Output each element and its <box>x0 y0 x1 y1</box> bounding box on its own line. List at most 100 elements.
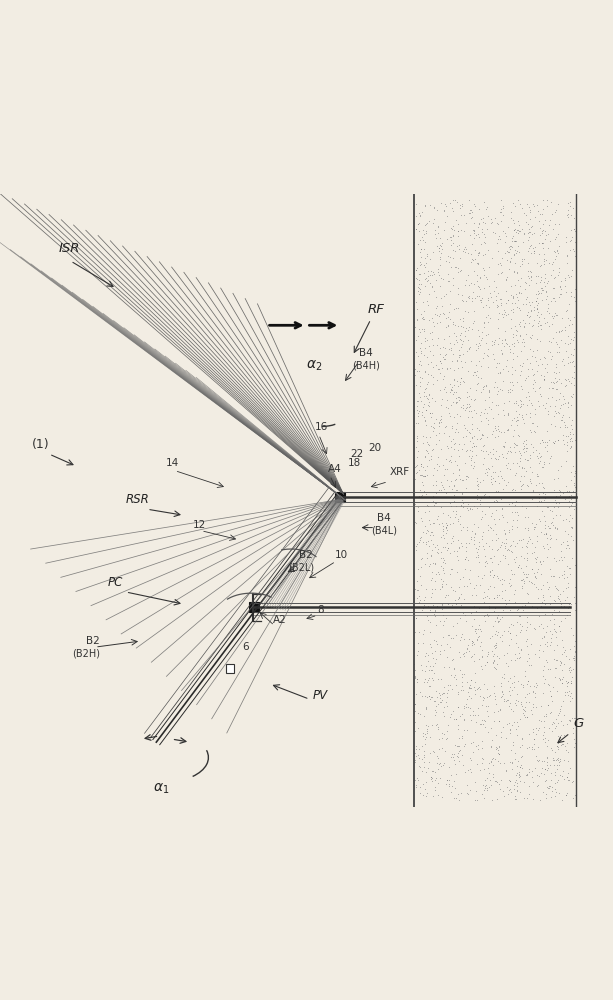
Point <box>546 398 555 414</box>
Point <box>504 261 514 277</box>
Point <box>490 418 500 434</box>
Point <box>486 739 496 755</box>
Point <box>528 240 538 256</box>
Point <box>423 598 433 614</box>
Point <box>550 669 560 685</box>
Point <box>477 221 487 237</box>
Point <box>451 300 460 316</box>
Point <box>489 713 499 729</box>
Point <box>447 530 457 546</box>
Point <box>501 730 511 746</box>
Point <box>484 608 493 624</box>
Point <box>528 444 538 460</box>
Point <box>565 354 575 370</box>
Point <box>450 756 460 772</box>
Point <box>443 266 452 282</box>
Point <box>489 678 499 694</box>
Point <box>516 749 526 765</box>
Point <box>557 353 567 369</box>
Point <box>454 389 464 405</box>
Point <box>475 281 485 297</box>
Point <box>539 253 549 269</box>
Point <box>422 255 432 271</box>
Point <box>560 642 570 658</box>
Point <box>568 532 578 548</box>
Point <box>519 468 528 484</box>
Point <box>547 308 557 324</box>
Point <box>500 245 510 261</box>
Point <box>434 458 444 474</box>
Point <box>539 508 549 524</box>
Point <box>555 278 565 294</box>
Point <box>528 317 538 333</box>
Point <box>510 538 520 554</box>
Point <box>539 349 549 365</box>
Point <box>524 384 533 400</box>
Point <box>531 516 541 532</box>
Point <box>536 317 546 333</box>
Point <box>534 445 544 461</box>
Point <box>546 634 555 650</box>
Point <box>411 262 421 278</box>
Point <box>490 600 500 616</box>
Point <box>416 458 426 474</box>
Point <box>516 572 526 588</box>
Point <box>470 536 479 552</box>
Point <box>493 311 503 327</box>
Point <box>538 240 548 256</box>
Point <box>535 618 544 634</box>
Point <box>546 765 556 781</box>
Point <box>514 718 524 734</box>
Point <box>461 543 471 559</box>
Point <box>465 202 474 218</box>
Point <box>424 498 433 514</box>
Point <box>436 441 446 457</box>
Point <box>482 464 492 480</box>
Point <box>493 216 503 232</box>
Point <box>484 259 494 275</box>
Point <box>557 698 566 714</box>
Point <box>563 772 573 788</box>
Point <box>455 708 465 724</box>
Point <box>426 572 436 588</box>
Point <box>503 692 513 708</box>
Point <box>512 519 522 535</box>
Point <box>487 505 497 521</box>
Point <box>517 459 527 475</box>
Point <box>488 446 498 462</box>
Point <box>563 355 573 371</box>
Point <box>432 617 441 633</box>
Point <box>461 699 471 715</box>
Point <box>500 550 510 566</box>
Point <box>484 389 494 405</box>
Point <box>412 402 422 418</box>
Point <box>439 565 449 581</box>
Point <box>502 542 512 558</box>
Point <box>424 297 433 313</box>
Point <box>431 698 441 714</box>
Point <box>550 764 560 780</box>
Point <box>469 223 479 239</box>
Point <box>441 610 451 626</box>
Point <box>517 578 527 594</box>
Point <box>416 467 426 483</box>
Point <box>444 273 454 289</box>
Point <box>521 214 531 230</box>
Point <box>562 255 571 271</box>
Point <box>416 510 425 526</box>
Point <box>442 522 452 538</box>
Point <box>530 245 539 261</box>
Point <box>510 745 520 761</box>
Point <box>526 636 536 652</box>
Point <box>514 428 524 444</box>
Point <box>459 757 468 773</box>
Point <box>430 707 440 723</box>
Point <box>508 345 517 361</box>
Point <box>412 398 422 414</box>
Point <box>423 397 433 413</box>
Point <box>530 424 539 440</box>
Point <box>508 455 518 471</box>
Point <box>462 641 471 657</box>
Point <box>454 540 464 556</box>
Point <box>550 520 560 536</box>
